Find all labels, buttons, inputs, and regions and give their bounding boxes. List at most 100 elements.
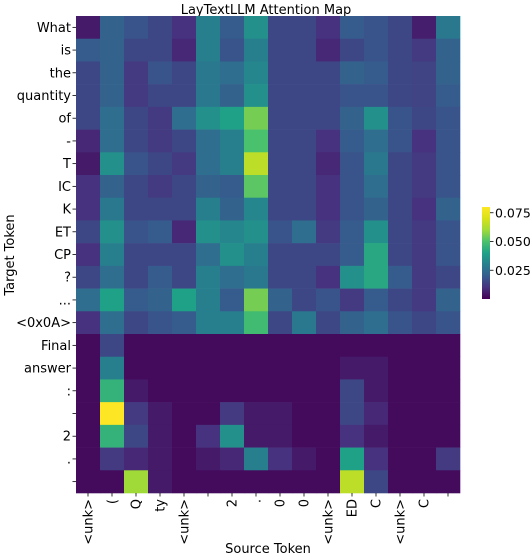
heatmap-cell [388,356,413,380]
heatmap-cell [364,402,389,426]
heatmap-cell [196,106,221,130]
heatmap-cell [100,106,125,130]
heatmap-cell [220,16,245,40]
heatmap-cell [100,84,125,108]
heatmap-cell [412,265,437,289]
heatmap-cell [388,288,413,312]
heatmap-cell [340,129,365,153]
heatmap-cell [100,243,125,267]
heatmap-cell [436,152,461,176]
heatmap-cell [244,38,269,62]
heatmap-cell [196,16,221,40]
heatmap-cell [412,84,437,108]
heatmap-cell [196,402,221,426]
heatmap-cell [76,220,101,244]
heatmap-cell [148,220,173,244]
heatmap-cell [412,424,437,448]
heatmap-cell [436,84,461,108]
heatmap-cell [244,334,269,358]
x-tick-label: Q [130,499,145,509]
heatmap-cell [268,197,293,221]
heatmap-cell [436,16,461,40]
heatmap-cell [316,356,341,380]
heatmap-cell [196,424,221,448]
heatmap-cell [340,379,365,403]
heatmap-cell [196,152,221,176]
heatmap-cell [364,265,389,289]
heatmap-cell [244,243,269,267]
heatmap-cell [100,447,125,471]
heatmap-cell [100,152,125,176]
heatmap-cell [196,334,221,358]
heatmap-cell [436,265,461,289]
heatmap-cell [172,129,197,153]
heatmap-cell [220,424,245,448]
heatmap-cell [244,106,269,130]
heatmap-cell [220,311,245,335]
heatmap-cell [148,129,173,153]
colorbar [482,207,490,299]
heatmap-cell [76,197,101,221]
heatmap-cell [148,175,173,199]
heatmap-cell [268,424,293,448]
heatmap-cell [292,220,317,244]
heatmap-cell [292,175,317,199]
heatmap-cell [364,16,389,40]
heatmap-cell [244,379,269,403]
heatmap-cell [436,129,461,153]
y-tick-label: is [61,44,72,59]
heatmap-cell [412,470,437,494]
heatmap-cell [196,356,221,380]
heatmap-cell [76,16,101,40]
heatmap-cell [340,84,365,108]
heatmap-cell [364,152,389,176]
y-tick-label: ? [64,271,71,286]
heatmap-cell [340,288,365,312]
heatmap-cell [388,38,413,62]
heatmap-cell [100,424,125,448]
heatmap-cell [340,311,365,335]
heatmap-cell [148,16,173,40]
colorbar-tick-label: 0.050 [495,234,531,249]
heatmap-cell [316,129,341,153]
heatmap-cell [292,311,317,335]
heatmap-cell [388,402,413,426]
heatmap-cell [76,311,101,335]
heatmap-cell [412,243,437,267]
x-tick-label: <unk> [82,499,97,545]
heatmap-cell [268,38,293,62]
heatmap-cell [76,84,101,108]
heatmap-cell [244,356,269,380]
heatmap-cell [268,288,293,312]
heatmap-cell [100,197,125,221]
heatmap-cell [364,356,389,380]
heatmap-cell [124,265,149,289]
heatmap-cell [268,311,293,335]
heatmap-cell [124,311,149,335]
heatmap-cell [172,402,197,426]
heatmap-cell [172,265,197,289]
heatmap-cell [388,61,413,85]
heatmap-cell [76,61,101,85]
heatmap-cell [220,243,245,267]
heatmap-cell [268,16,293,40]
heatmap-cell [172,424,197,448]
heatmap-cell [316,152,341,176]
heatmap-cell [76,447,101,471]
heatmap-cell [220,106,245,130]
heatmap-cell [172,152,197,176]
heatmap-cell [316,265,341,289]
heatmap-cell [124,470,149,494]
heatmap-cell [148,379,173,403]
heatmap-cell [76,288,101,312]
heatmap-cell [172,447,197,471]
heatmap-cell [388,129,413,153]
heatmap-cell [172,16,197,40]
heatmap-cell [148,38,173,62]
heatmap-cell [412,220,437,244]
heatmap-cell [316,243,341,267]
heatmap-cell [388,379,413,403]
heatmap-cell [364,38,389,62]
heatmap-cell [436,379,461,403]
heatmap-cell [220,61,245,85]
